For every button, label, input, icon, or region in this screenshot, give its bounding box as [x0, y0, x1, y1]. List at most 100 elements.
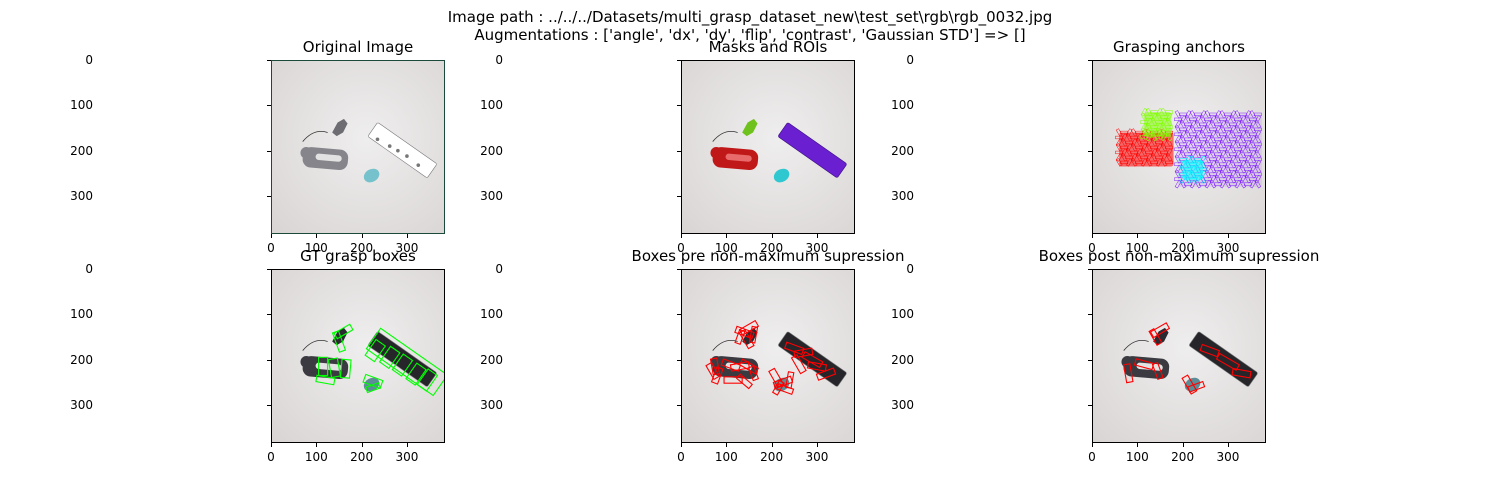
anchor-box — [1239, 160, 1247, 169]
anchor-box — [1229, 155, 1237, 164]
x-tick-label: 200 — [350, 450, 374, 464]
anchor-box — [1155, 143, 1163, 152]
x-tick — [1092, 234, 1093, 238]
figure-suptitle-line2: Augmentations : ['angle', 'dx', 'dy', 'f… — [474, 26, 1026, 44]
x-tick-label: 300 — [805, 241, 829, 255]
anchor-box — [1130, 153, 1138, 162]
roller-pattern-dot — [387, 144, 392, 148]
x-tick-label: 100 — [714, 450, 738, 464]
anchor-box — [1249, 150, 1257, 159]
pred-box-post-nms — [1149, 322, 1171, 339]
anchor-box — [1244, 110, 1252, 119]
anchor-box — [1165, 125, 1173, 129]
anchor-box — [1140, 158, 1148, 167]
panel-title: Boxes pre non-maximum supression — [631, 247, 905, 265]
x-tick — [316, 443, 318, 447]
y-tick-label: 0 — [85, 262, 93, 276]
anchor-box — [1174, 120, 1182, 129]
y-tick-label: 200 — [480, 352, 503, 367]
anchor-box — [1165, 160, 1173, 165]
figure-suptitle-line1: Image path : ../../../Datasets/multi_gra… — [447, 8, 1053, 26]
pred-box-pre-nms — [705, 361, 721, 381]
anchor-box — [1165, 145, 1173, 150]
x-tick-label: 0 — [267, 450, 275, 464]
pred-box-pre-nms — [710, 366, 724, 385]
anchor-box — [1160, 117, 1168, 127]
stapler-head — [300, 356, 313, 368]
anchor-box — [1165, 132, 1173, 142]
anchor-box — [1189, 135, 1197, 144]
pred-box-pre-nms — [738, 358, 760, 375]
y-tick-label: 100 — [891, 98, 914, 113]
y-tick — [267, 314, 271, 316]
x-tick-label: 100 — [1125, 450, 1149, 464]
stapler-head — [710, 147, 723, 159]
anchor-box — [1204, 135, 1212, 144]
y-tick-label: 200 — [70, 352, 93, 367]
x-tick-label: 300 — [1216, 450, 1240, 464]
anchor-box — [1184, 110, 1192, 119]
y-tick-label: 100 — [891, 307, 914, 322]
anchors-red — [1115, 128, 1174, 167]
anchor-box — [1184, 170, 1191, 179]
anchor-box — [1254, 160, 1262, 169]
x-tick-label: 100 — [304, 241, 328, 255]
anchor-box — [1204, 165, 1212, 174]
anchor-box — [1120, 133, 1128, 142]
anchor-box — [1135, 148, 1143, 157]
anchor-box — [1199, 110, 1207, 119]
y-tick-label: 200 — [70, 143, 93, 158]
anchor-box — [1115, 138, 1123, 147]
toy-object — [742, 118, 758, 137]
x-tick-label: 100 — [304, 450, 328, 464]
anchor-box — [1209, 175, 1217, 184]
anchor-box — [1244, 155, 1252, 164]
stapler-slot — [315, 362, 342, 371]
anchor-box — [1155, 107, 1163, 117]
x-tick-label: 200 — [1171, 450, 1195, 464]
stapler-head — [300, 147, 313, 159]
anchor-box — [1189, 120, 1197, 129]
stapler-slot — [315, 153, 342, 162]
pred-box-post-nms — [1151, 361, 1164, 381]
anchor-box — [1120, 148, 1128, 157]
y-tick — [1088, 314, 1092, 316]
anchor-box — [1244, 170, 1252, 179]
background — [271, 60, 445, 234]
pred-box-post-nms — [1199, 343, 1221, 358]
x-tick — [1227, 443, 1229, 447]
post-nms-boxes — [1122, 322, 1252, 395]
anchor-box — [1249, 135, 1257, 144]
x-tick-label: 0 — [1088, 450, 1096, 464]
pre-nms-boxes — [705, 319, 837, 396]
pred-box-pre-nms — [785, 371, 795, 389]
y-tick — [677, 404, 681, 406]
anchor-box — [1234, 165, 1242, 174]
anchor-box — [1253, 172, 1262, 176]
roller-pattern-dot — [405, 154, 409, 158]
gt-boxes — [315, 323, 445, 397]
pred-box-post-nms — [1215, 352, 1241, 372]
anchor-box — [1253, 127, 1262, 131]
anchor-box — [1219, 150, 1227, 159]
anchor-box — [1174, 135, 1182, 144]
anchor-box — [1214, 170, 1222, 179]
anchors-green — [1140, 107, 1173, 142]
anchor-box — [1174, 179, 1182, 189]
anchor-box — [1115, 153, 1123, 162]
x-tick — [681, 234, 682, 238]
x-tick — [1137, 443, 1139, 447]
pred-box-pre-nms — [815, 367, 837, 381]
anchor-box — [1224, 115, 1232, 124]
anchor-box — [1199, 175, 1206, 184]
anchor-box — [1194, 145, 1202, 154]
anchor-box — [1214, 125, 1222, 134]
pred-box-pre-nms — [720, 358, 742, 372]
y-tick — [1088, 404, 1092, 406]
y-tick — [1088, 105, 1092, 107]
y-tick-label: 300 — [891, 188, 914, 203]
anchor-box — [1179, 175, 1186, 184]
anchor-box — [1249, 120, 1257, 129]
y-tick-label: 0 — [495, 53, 503, 67]
anchor-box — [1140, 143, 1148, 152]
